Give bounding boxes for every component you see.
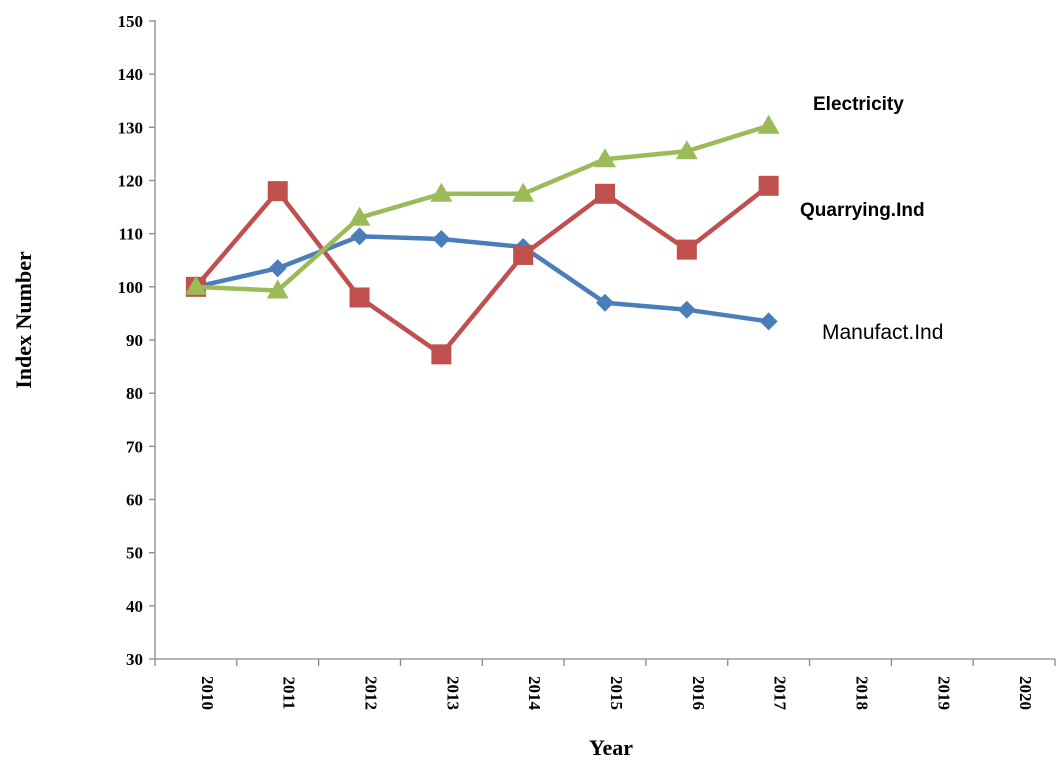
data-point-triangle xyxy=(348,206,371,226)
series-layer xyxy=(184,114,780,365)
data-point-square xyxy=(758,175,779,196)
y-tick-label: 140 xyxy=(118,65,144,84)
data-point-triangle xyxy=(594,148,616,168)
data-point-square xyxy=(267,181,288,202)
series-label-quarrying: Quarrying.Ind xyxy=(800,200,925,221)
x-tick-label: 2010 xyxy=(198,676,217,710)
y-axis-title: Index Number xyxy=(11,251,36,389)
data-point-diamond xyxy=(677,300,696,319)
x-tick-label: 2017 xyxy=(771,676,790,711)
data-point-diamond xyxy=(759,312,778,331)
y-tick-label: 150 xyxy=(118,12,144,31)
x-tick-label: 2018 xyxy=(852,676,871,710)
series-label-manufact: Manufact.Ind xyxy=(822,321,943,344)
x-axis-title: Year xyxy=(589,735,633,760)
data-point-square xyxy=(595,183,615,204)
series-line xyxy=(195,234,769,324)
x-tick-label: 2020 xyxy=(1016,676,1035,710)
y-tick-label: 130 xyxy=(118,118,144,137)
data-point-square xyxy=(431,344,452,365)
data-point-triangle xyxy=(512,182,535,202)
data-point-triangle xyxy=(675,140,698,160)
data-point-diamond xyxy=(350,227,369,246)
y-tick-label: 100 xyxy=(118,278,144,297)
x-tick-label: 2011 xyxy=(280,676,299,709)
data-point-diamond xyxy=(596,293,614,312)
data-point-triangle xyxy=(757,114,780,134)
y-tick-label: 60 xyxy=(126,491,143,510)
x-tick-label: 2015 xyxy=(607,676,626,710)
data-point-triangle xyxy=(430,182,453,202)
x-tick-label: 2013 xyxy=(443,676,462,710)
data-point-square xyxy=(676,239,697,260)
data-point-triangle xyxy=(266,279,289,299)
x-tick-label: 2014 xyxy=(525,676,544,711)
y-tick-label: 30 xyxy=(126,650,143,669)
series-line xyxy=(194,184,771,357)
x-tick-label: 2012 xyxy=(362,676,381,710)
data-point-diamond xyxy=(268,259,287,278)
series-electricity xyxy=(184,114,780,299)
series-quarrying-ind xyxy=(185,175,779,365)
series-label-electricity: Electricity xyxy=(813,94,904,115)
x-tick-label: 2016 xyxy=(689,676,708,710)
data-point-square xyxy=(349,287,370,308)
y-tick-label: 50 xyxy=(126,544,143,563)
x-tick-label: 2019 xyxy=(934,676,953,710)
series-line xyxy=(195,123,770,293)
y-tick-label: 110 xyxy=(118,225,143,244)
y-tick-label: 40 xyxy=(126,597,143,616)
data-point-square xyxy=(513,244,534,265)
data-point-triangle xyxy=(184,275,207,295)
y-tick-label: 120 xyxy=(118,172,144,191)
y-ticks: 30 40 50 60 70 80 90 100 110 120 130 140 150 xyxy=(118,12,155,669)
data-point-diamond xyxy=(432,229,451,248)
y-tick-label: 70 xyxy=(126,437,143,456)
y-tick-label: 90 xyxy=(126,331,143,350)
y-tick-label: 80 xyxy=(126,384,143,403)
x-ticks: 2010 2011 2012 2013 2014 2015 2016 2017 2018 2019… xyxy=(154,659,1056,711)
